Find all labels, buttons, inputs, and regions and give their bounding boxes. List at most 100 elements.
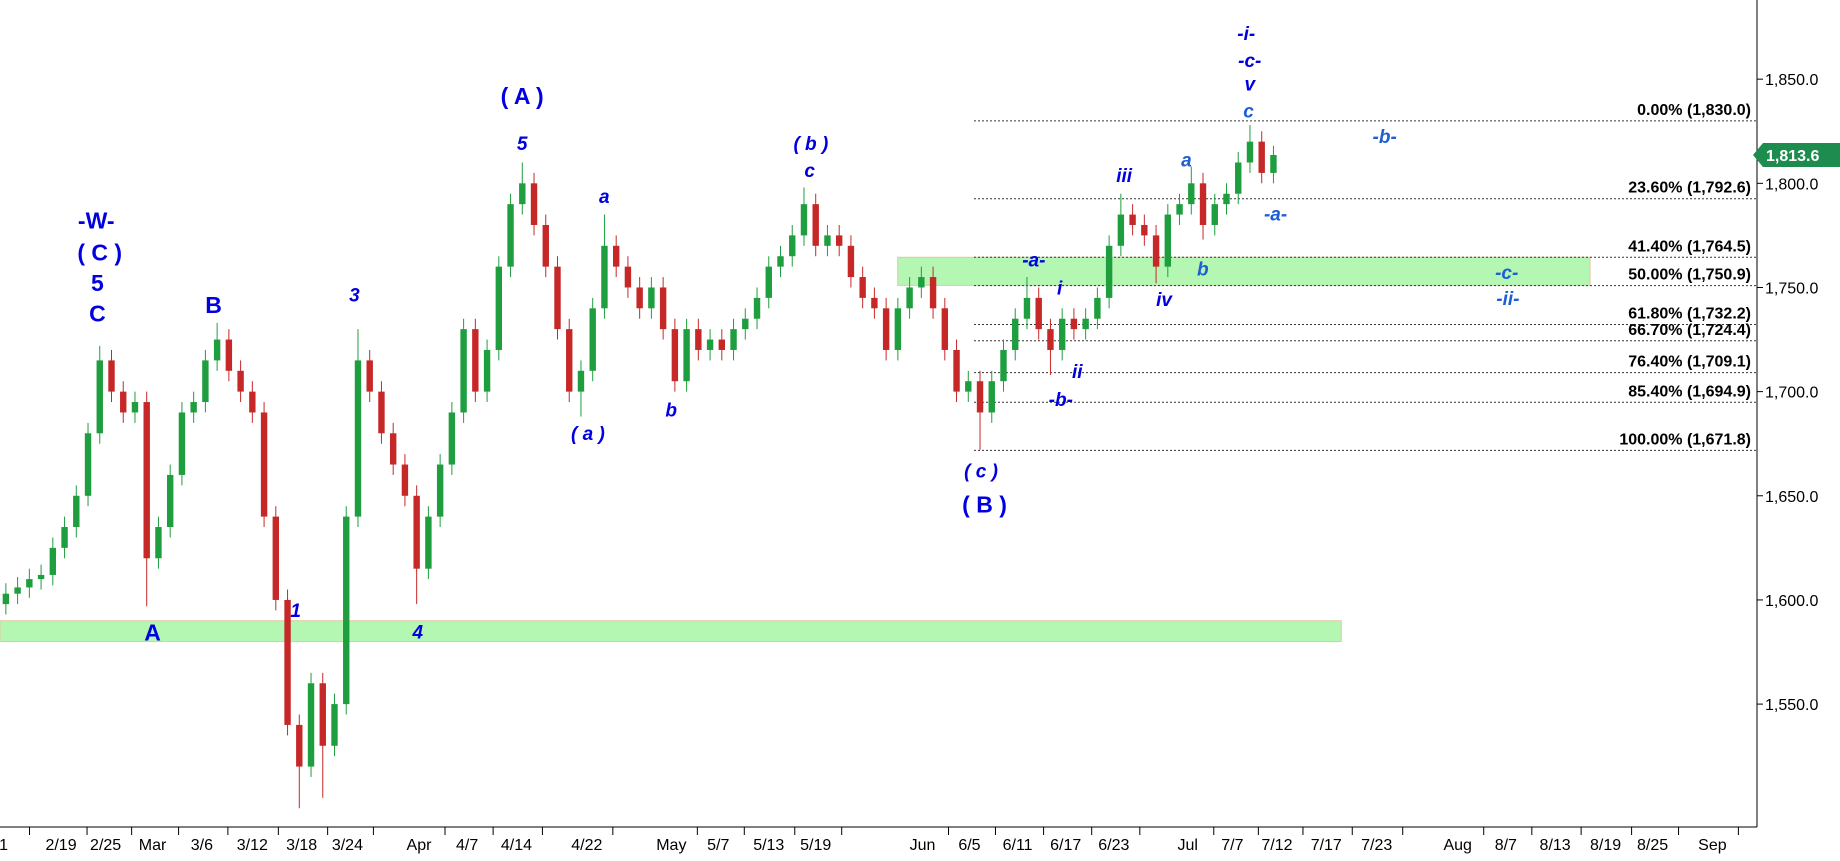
x-tick-label: 1 <box>0 837 8 854</box>
candle-body <box>929 277 937 309</box>
fib-label: 76.40% (1,709.1) <box>1628 354 1751 371</box>
y-tick-label: 1,750.0 <box>1765 280 1818 297</box>
candle-body <box>178 412 186 475</box>
candle-body <box>742 318 749 330</box>
candle-body <box>1000 349 1007 382</box>
wave-label: 1 <box>290 601 301 622</box>
candle-body <box>812 204 819 246</box>
x-tick-label: 5/13 <box>753 837 784 854</box>
candle-body <box>683 329 690 382</box>
wave-label: ( b ) <box>793 134 828 155</box>
candle-body <box>519 183 526 205</box>
candle-body <box>389 433 397 465</box>
candle-body <box>953 349 960 392</box>
candle-body <box>120 391 127 413</box>
support-zone <box>897 256 1591 286</box>
candle-body <box>648 287 655 309</box>
candle-body <box>1082 318 1089 330</box>
candle-body <box>1211 204 1218 225</box>
candle-body <box>624 266 632 288</box>
x-tick-label: May <box>656 837 686 854</box>
wave-label: v <box>1244 74 1256 95</box>
candle-body <box>260 412 268 517</box>
candle-body <box>483 349 491 392</box>
wave-label: -a- <box>1022 250 1045 271</box>
candle-body <box>73 495 80 528</box>
wave-label: -W- <box>78 208 115 234</box>
candle-body <box>859 277 866 298</box>
wave-label: 3 <box>349 286 360 307</box>
wave-label: ( c ) <box>964 462 998 483</box>
candle-body <box>1235 162 1242 194</box>
candle-body <box>906 287 913 309</box>
wave-label: b <box>1197 260 1209 281</box>
y-tick-label: 1,650.0 <box>1765 489 1818 506</box>
candle-body <box>425 516 432 569</box>
wave-label: A <box>144 620 161 646</box>
candle-body <box>1152 235 1160 267</box>
candle-body <box>272 516 280 600</box>
wave-label: a <box>599 187 610 208</box>
wave-label: iv <box>1156 290 1173 311</box>
candle-body <box>1047 329 1054 350</box>
fib-label: 50.00% (1,750.9) <box>1628 267 1751 284</box>
candle-body <box>495 266 503 350</box>
x-tick-label: 8/7 <box>1495 837 1517 854</box>
candle-body <box>530 183 538 225</box>
wave-label: -c- <box>1238 51 1261 72</box>
candle-body <box>190 402 197 413</box>
candle-body <box>1164 214 1172 267</box>
candle-body <box>143 402 150 559</box>
wave-label: c <box>1243 101 1254 122</box>
candle-body <box>1023 297 1031 319</box>
candle-body <box>460 329 467 413</box>
candle-body <box>225 339 233 371</box>
x-tick-label: 6/23 <box>1098 837 1129 854</box>
support-zone <box>0 620 1342 643</box>
wave-label: ii <box>1072 362 1083 383</box>
candle-body <box>789 235 796 257</box>
candle-body <box>1188 183 1195 205</box>
wave-label: ( C ) <box>77 239 122 265</box>
candle-body <box>131 402 139 413</box>
x-tick-label: 8/25 <box>1637 837 1668 854</box>
wave-label: iii <box>1116 166 1133 187</box>
x-tick-label: 7/17 <box>1311 837 1342 854</box>
wave-label: ( A ) <box>501 83 544 109</box>
candle-body <box>319 683 326 746</box>
x-tick-label: 7/12 <box>1261 837 1292 854</box>
fib-label: 23.60% (1,792.6) <box>1628 180 1751 197</box>
candle-body <box>1094 297 1101 319</box>
candle-body <box>589 308 596 371</box>
candle-body <box>976 381 984 413</box>
candle-body <box>1058 318 1066 350</box>
wave-label: B <box>205 292 222 318</box>
candle-body <box>835 235 843 246</box>
candle-body <box>753 297 761 319</box>
x-tick-label: 4/7 <box>456 837 478 854</box>
x-tick-label: 3/18 <box>286 837 317 854</box>
y-tick-label: 1,700.0 <box>1765 385 1818 402</box>
candle-body <box>1129 214 1136 225</box>
candle-body <box>448 412 456 465</box>
candle-body <box>1117 214 1125 246</box>
candle-body <box>507 204 514 267</box>
wave-label: ( B ) <box>962 492 1007 518</box>
candle-body <box>331 704 338 746</box>
candle-body <box>847 245 855 278</box>
candle-body <box>765 266 772 298</box>
candle-body <box>1141 224 1148 236</box>
wave-label: i <box>1057 279 1063 300</box>
y-tick-label: 1,850.0 <box>1765 72 1818 89</box>
candle-body <box>26 579 33 588</box>
candle-body <box>166 474 174 528</box>
x-tick-label: Sep <box>1698 837 1727 854</box>
candle-body <box>777 256 784 267</box>
x-tick-label: 6/17 <box>1050 837 1081 854</box>
candle-body <box>566 329 573 392</box>
last-price-label: 1,813.6 <box>1766 148 1819 165</box>
candle-body <box>612 245 620 267</box>
y-tick-label: 1,550.0 <box>1765 697 1818 714</box>
candle-body <box>49 547 57 575</box>
